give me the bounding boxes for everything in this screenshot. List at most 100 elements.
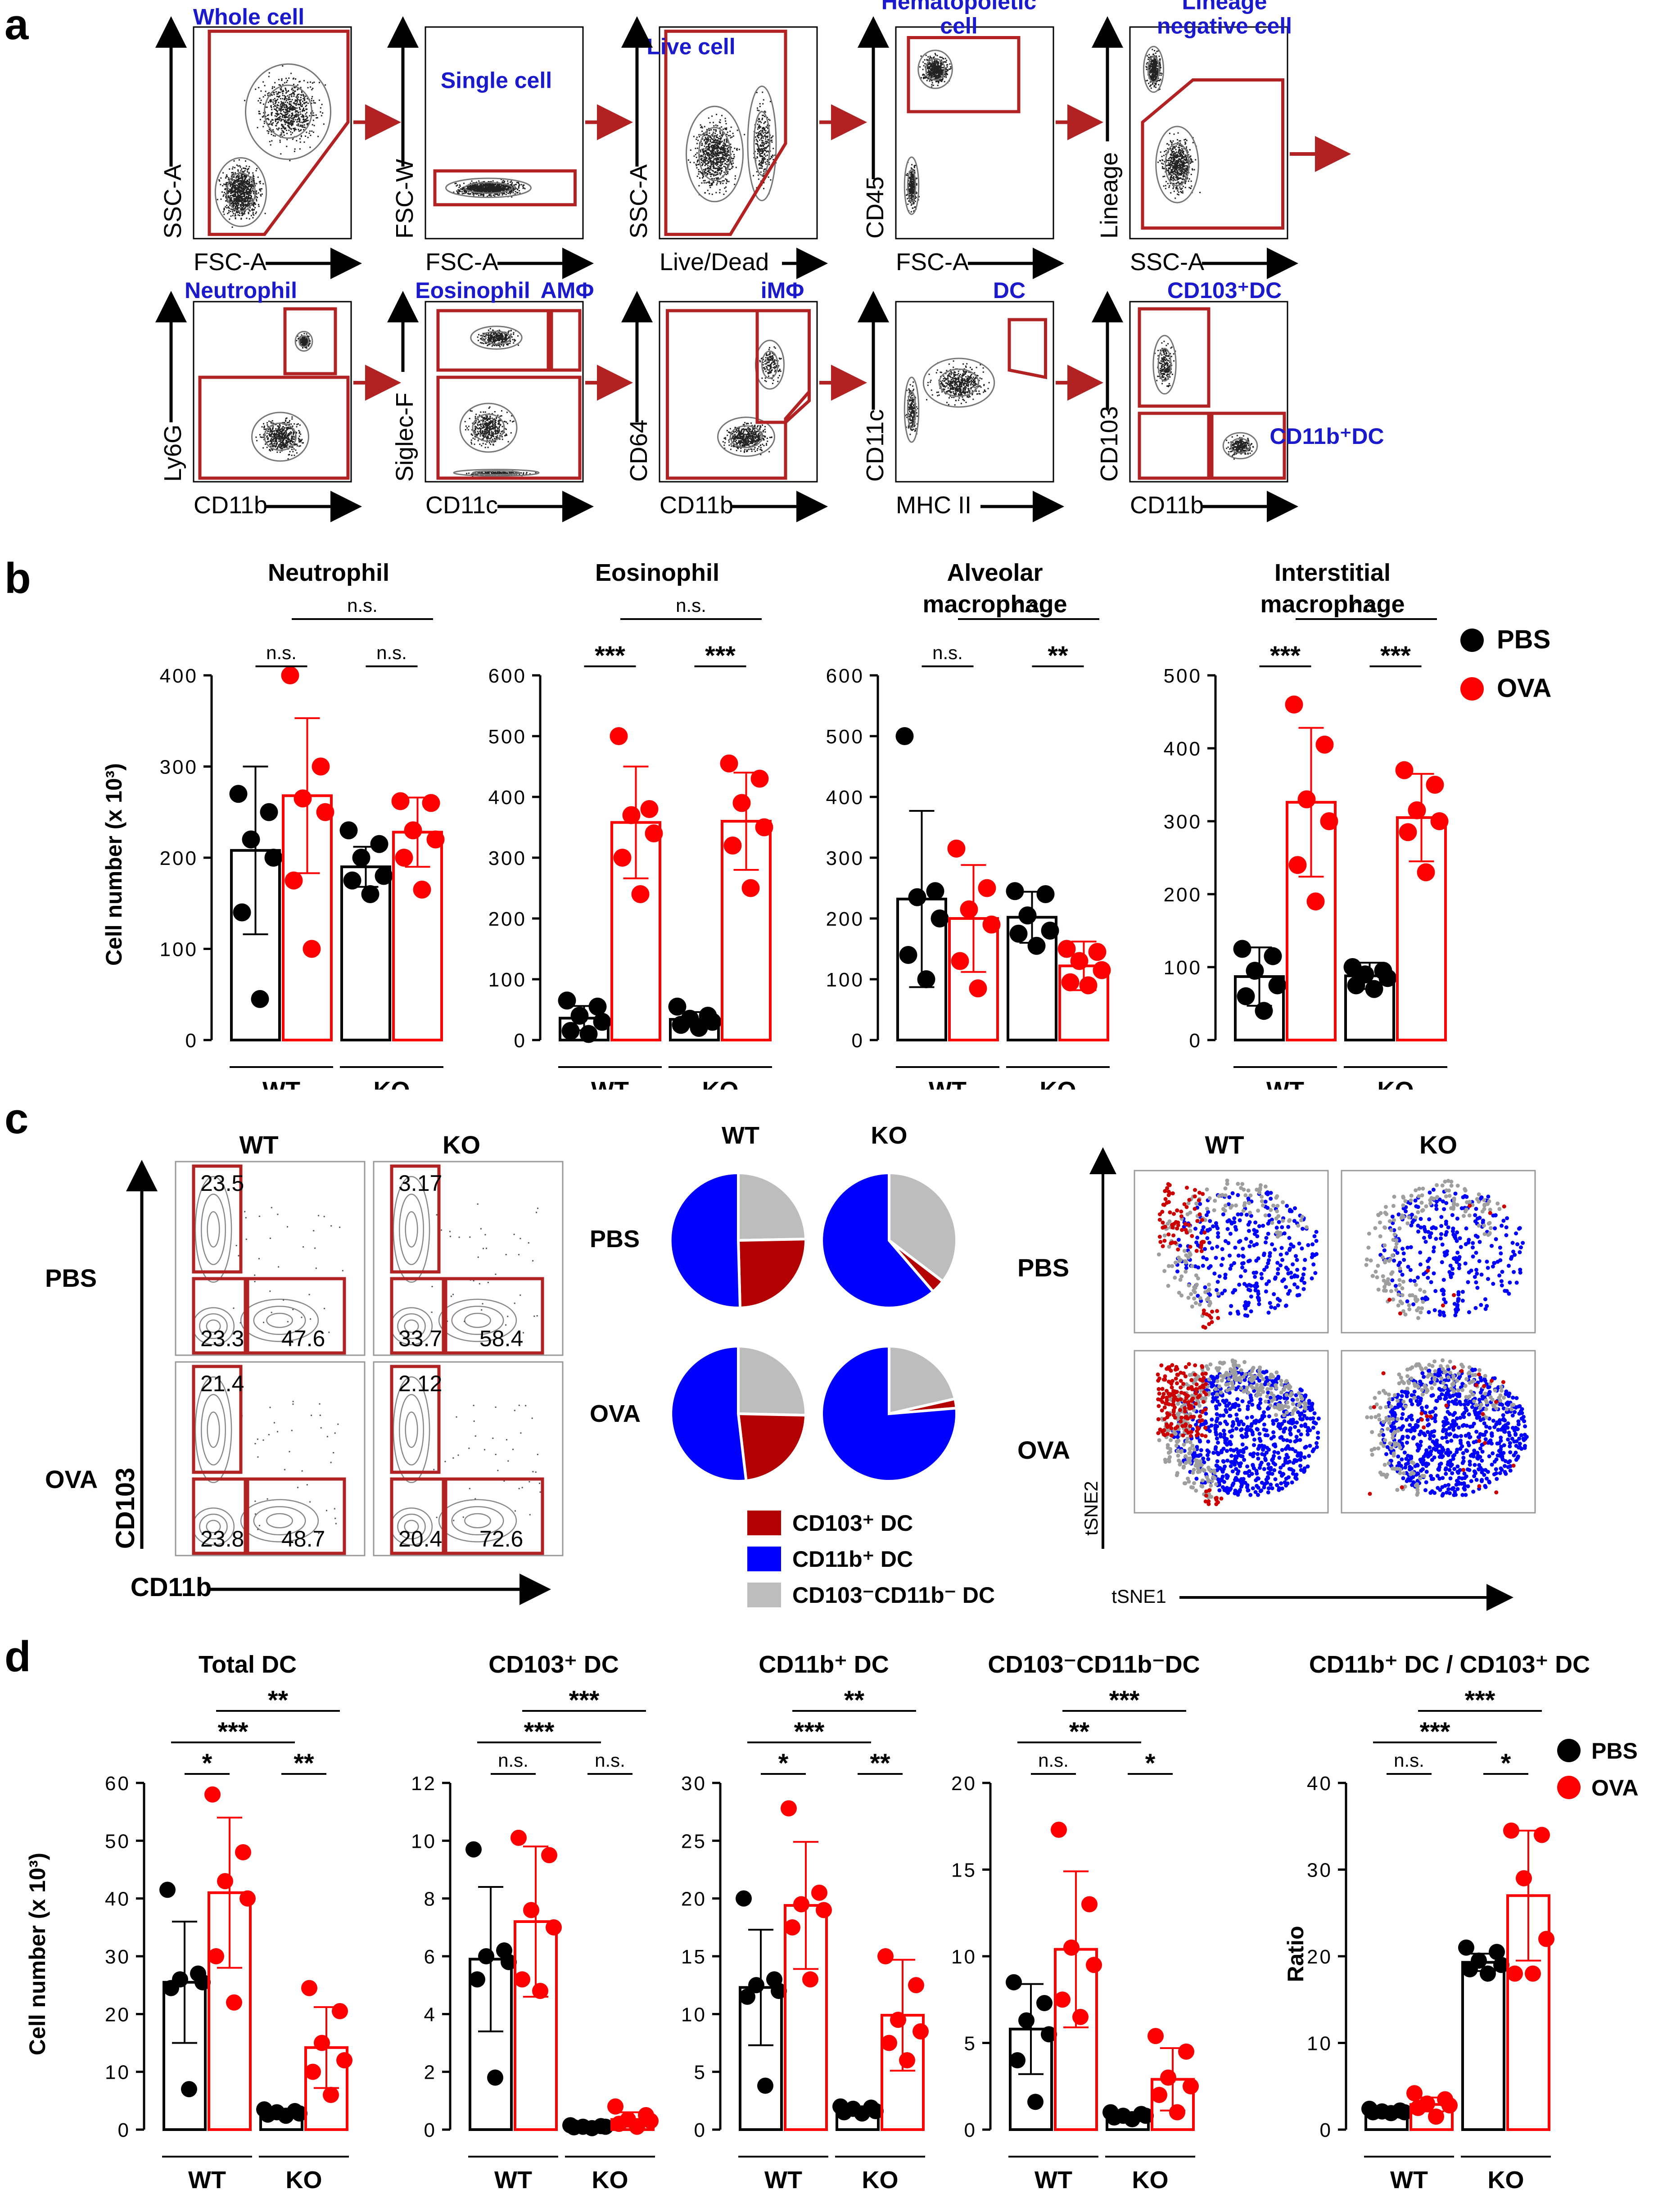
event-dot bbox=[1159, 72, 1161, 74]
event-dot bbox=[238, 159, 240, 161]
event-dot bbox=[934, 71, 936, 72]
event-dot bbox=[283, 134, 285, 136]
event-dot bbox=[248, 172, 250, 173]
event-dot bbox=[702, 164, 704, 166]
event-dot bbox=[1154, 82, 1156, 84]
event-dot bbox=[239, 200, 241, 202]
event-dot bbox=[291, 99, 293, 100]
event-dot bbox=[912, 173, 914, 175]
event-dot bbox=[760, 137, 762, 139]
event-dot bbox=[283, 114, 285, 116]
event-dot bbox=[757, 134, 759, 136]
event-dot bbox=[477, 186, 479, 188]
event-dot bbox=[1146, 55, 1148, 57]
event-dot bbox=[275, 109, 277, 110]
event-dot bbox=[298, 118, 299, 120]
event-dot bbox=[724, 155, 726, 156]
event-dot bbox=[232, 200, 234, 202]
event-dot bbox=[230, 198, 232, 200]
event-dot bbox=[940, 73, 942, 75]
event-dot bbox=[709, 172, 711, 173]
event-dot bbox=[242, 182, 244, 184]
event-dot bbox=[934, 72, 935, 74]
event-dot bbox=[231, 200, 232, 202]
event-dot bbox=[707, 140, 709, 142]
event-dot bbox=[307, 87, 309, 89]
event-dot bbox=[705, 192, 706, 194]
event-dot bbox=[733, 156, 735, 158]
event-dot bbox=[271, 124, 273, 126]
event-dot bbox=[507, 193, 509, 195]
event-dot bbox=[309, 146, 311, 148]
event-dot bbox=[771, 157, 773, 158]
event-dot bbox=[290, 101, 292, 103]
event-dot bbox=[915, 196, 917, 198]
event-dot bbox=[712, 166, 714, 167]
event-dot bbox=[237, 214, 239, 216]
event-dot bbox=[1159, 79, 1161, 81]
event-dot bbox=[292, 132, 293, 134]
event-dot bbox=[249, 202, 251, 204]
event-dot bbox=[1155, 84, 1156, 86]
event-dot bbox=[707, 160, 708, 162]
event-dot bbox=[1174, 164, 1176, 166]
event-dot bbox=[280, 84, 281, 86]
event-dot bbox=[939, 70, 940, 72]
event-dot bbox=[730, 162, 732, 163]
event-dot bbox=[704, 145, 705, 147]
event-dot bbox=[718, 121, 720, 123]
event-dot bbox=[727, 147, 729, 149]
event-dot bbox=[291, 113, 293, 114]
event-dot bbox=[705, 149, 707, 151]
event-dot bbox=[929, 67, 930, 68]
event-dot bbox=[233, 196, 235, 197]
event-dot bbox=[475, 185, 477, 186]
event-dot bbox=[234, 190, 235, 191]
event-dot bbox=[912, 187, 914, 189]
event-dot bbox=[1156, 63, 1158, 64]
event-dot bbox=[725, 167, 727, 169]
event-dot bbox=[1149, 86, 1151, 87]
event-dot bbox=[722, 134, 724, 136]
event-dot bbox=[934, 65, 936, 67]
event-dot bbox=[278, 102, 280, 104]
event-dot bbox=[711, 150, 713, 152]
event-dot bbox=[768, 118, 770, 120]
event-dot bbox=[456, 184, 458, 186]
event-dot bbox=[695, 163, 697, 165]
event-dot bbox=[252, 185, 254, 187]
event-dot bbox=[922, 77, 924, 78]
event-dot bbox=[285, 88, 287, 90]
event-dot bbox=[770, 158, 772, 159]
event-dot bbox=[254, 207, 256, 208]
event-dot bbox=[252, 213, 254, 215]
event-dot bbox=[945, 73, 947, 75]
event-dot bbox=[491, 185, 493, 187]
event-dot bbox=[704, 126, 705, 127]
event-dot bbox=[731, 164, 732, 165]
event-dot bbox=[238, 191, 240, 193]
event-dot bbox=[721, 147, 723, 149]
event-dot bbox=[300, 129, 302, 131]
event-dot bbox=[295, 129, 297, 131]
event-dot bbox=[728, 158, 730, 160]
event-dot bbox=[730, 137, 732, 139]
event-dot bbox=[477, 187, 479, 189]
event-dot bbox=[274, 109, 276, 110]
event-dot bbox=[709, 166, 711, 167]
event-dot bbox=[759, 154, 761, 156]
event-dot bbox=[912, 208, 913, 209]
event-dot bbox=[719, 168, 721, 170]
event-dot bbox=[703, 140, 705, 141]
event-dot bbox=[710, 163, 712, 164]
event-dot bbox=[1178, 159, 1179, 161]
event-dot bbox=[1158, 74, 1160, 76]
event-dot bbox=[464, 189, 466, 190]
event-dot bbox=[768, 125, 770, 127]
event-dot bbox=[247, 201, 249, 203]
event-dot bbox=[300, 105, 302, 107]
plot-frame bbox=[659, 26, 818, 240]
event-dot bbox=[934, 64, 935, 66]
event-dot bbox=[294, 87, 295, 89]
event-dot bbox=[289, 111, 291, 113]
